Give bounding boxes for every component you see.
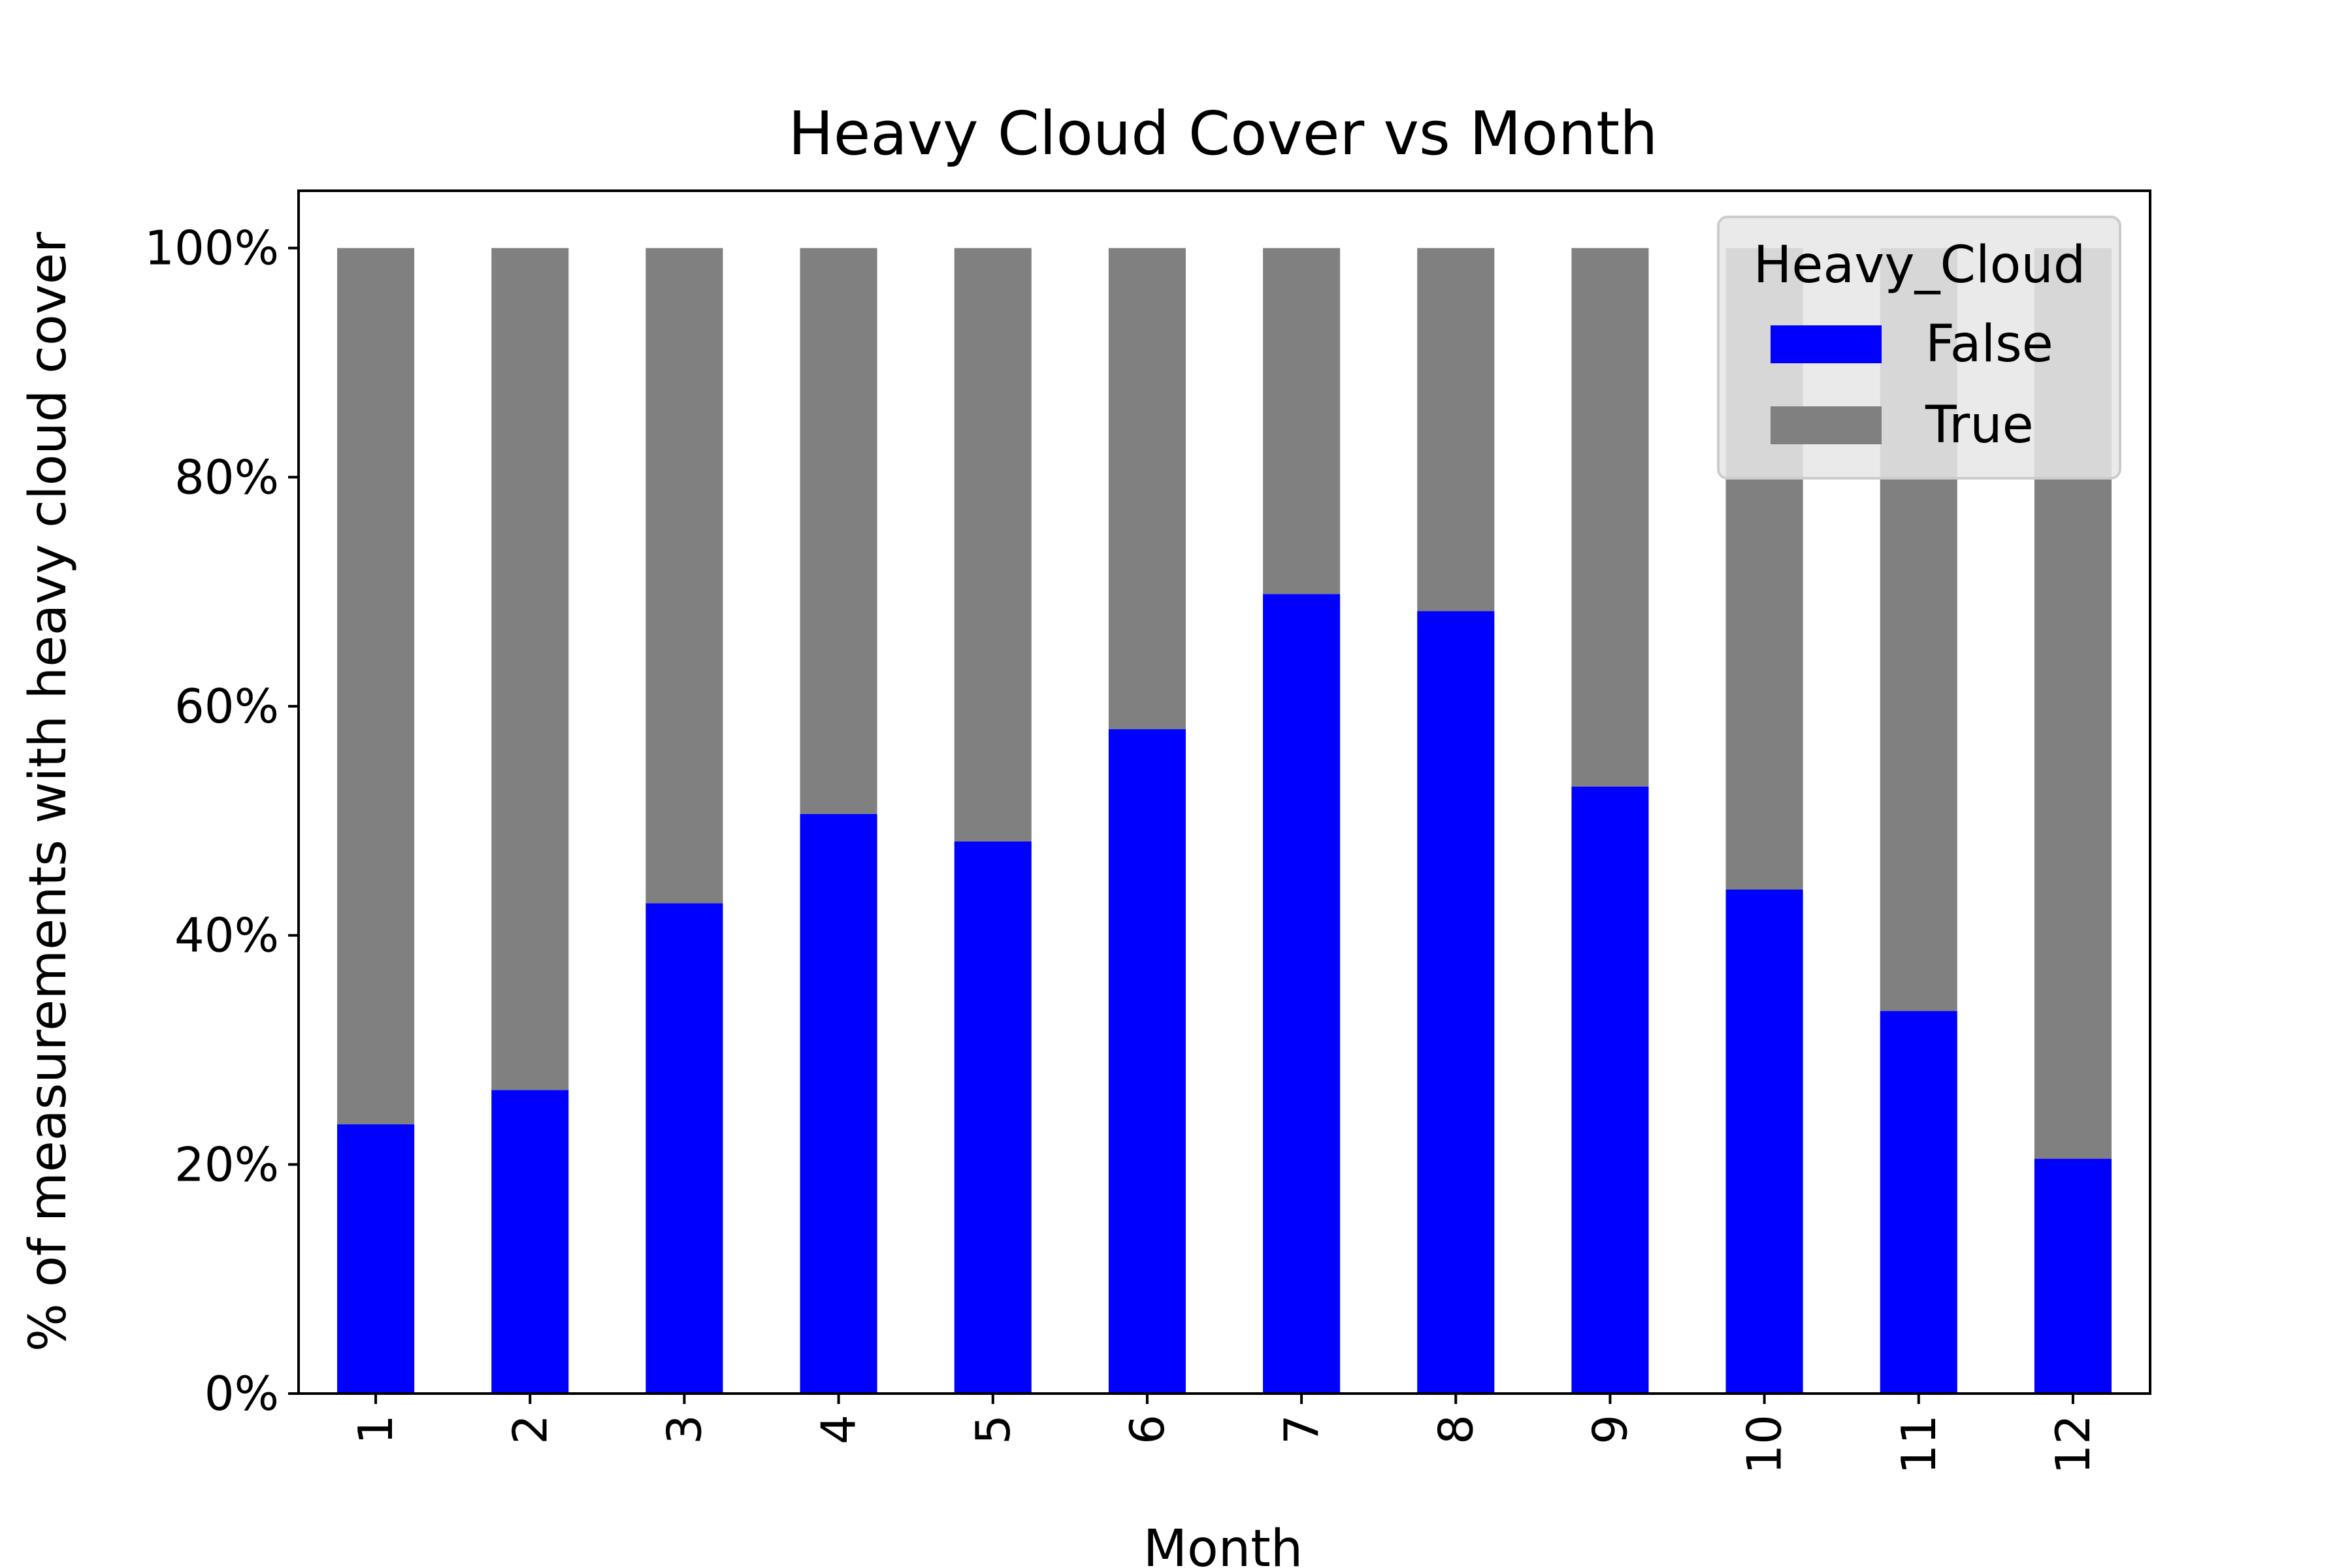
bar-true-month-3: [645, 248, 723, 904]
y-tick-label: 60%: [174, 679, 279, 734]
bar-false-month-2: [491, 1090, 569, 1394]
legend: Heavy_Cloud False True: [1717, 216, 2121, 480]
y-tick-label: 0%: [204, 1366, 279, 1421]
x-tick-label: 5: [966, 1414, 1021, 1445]
bar-true-month-7: [1263, 248, 1341, 595]
bar-false-month-3: [645, 903, 723, 1394]
bar-false-month-8: [1417, 611, 1495, 1394]
y-tick-label: 80%: [174, 449, 279, 504]
bar-true-month-8: [1417, 248, 1495, 612]
bar-true-month-1: [337, 248, 415, 1124]
bar-false-month-9: [1571, 786, 1649, 1394]
y-axis: 0% 20% 40% 60% 80% 100%: [144, 221, 299, 1421]
chart-title: Heavy Cloud Cover vs Month: [789, 99, 1658, 169]
bar-true-month-6: [1108, 248, 1186, 730]
x-tick-label: 1: [348, 1414, 403, 1445]
bar-false-month-10: [1725, 889, 1803, 1394]
bar-false-month-7: [1263, 594, 1341, 1394]
x-tick-label: 12: [2046, 1414, 2100, 1475]
y-tick-label: 100%: [144, 221, 279, 276]
legend-label-false: False: [1925, 315, 2053, 374]
bar-true-month-2: [491, 248, 569, 1090]
bar-false-month-1: [337, 1124, 415, 1394]
bar-false-month-11: [1880, 1011, 1957, 1394]
x-axis-title: Month: [1143, 1520, 1303, 1568]
x-tick-label: 4: [811, 1414, 866, 1445]
x-tick-label: 11: [1891, 1414, 1946, 1475]
bar-true-month-9: [1571, 248, 1649, 787]
x-tick-label: 9: [1582, 1414, 1637, 1445]
legend-swatch-false: [1771, 325, 1882, 363]
x-axis: 1 2 3 4 5 6 7 8 9 10 11 12: [348, 1394, 2100, 1475]
x-tick-label: 8: [1428, 1414, 1483, 1445]
plot-frame: [297, 189, 2151, 1395]
x-tick-label: 3: [657, 1414, 711, 1445]
bar-false-month-12: [2034, 1158, 2112, 1394]
y-tick-label: 20%: [174, 1137, 279, 1192]
legend-title: Heavy_Cloud: [1754, 236, 2086, 295]
x-tick-label: 6: [1120, 1414, 1175, 1445]
x-tick-label: 10: [1737, 1414, 1792, 1475]
x-tick-label: 7: [1274, 1414, 1329, 1445]
bar-true-month-4: [800, 248, 877, 814]
legend-swatch-true: [1771, 406, 1882, 444]
y-tick-label: 40%: [174, 908, 279, 963]
bar-false-month-5: [954, 841, 1032, 1394]
x-tick-label: 2: [502, 1414, 557, 1445]
bar-false-month-4: [800, 813, 877, 1394]
bar-true-month-5: [954, 248, 1032, 841]
legend-label-true: True: [1925, 396, 2034, 455]
y-axis-title: % of measurements with heavy cloud cover: [19, 231, 78, 1352]
bar-false-month-6: [1108, 729, 1186, 1394]
